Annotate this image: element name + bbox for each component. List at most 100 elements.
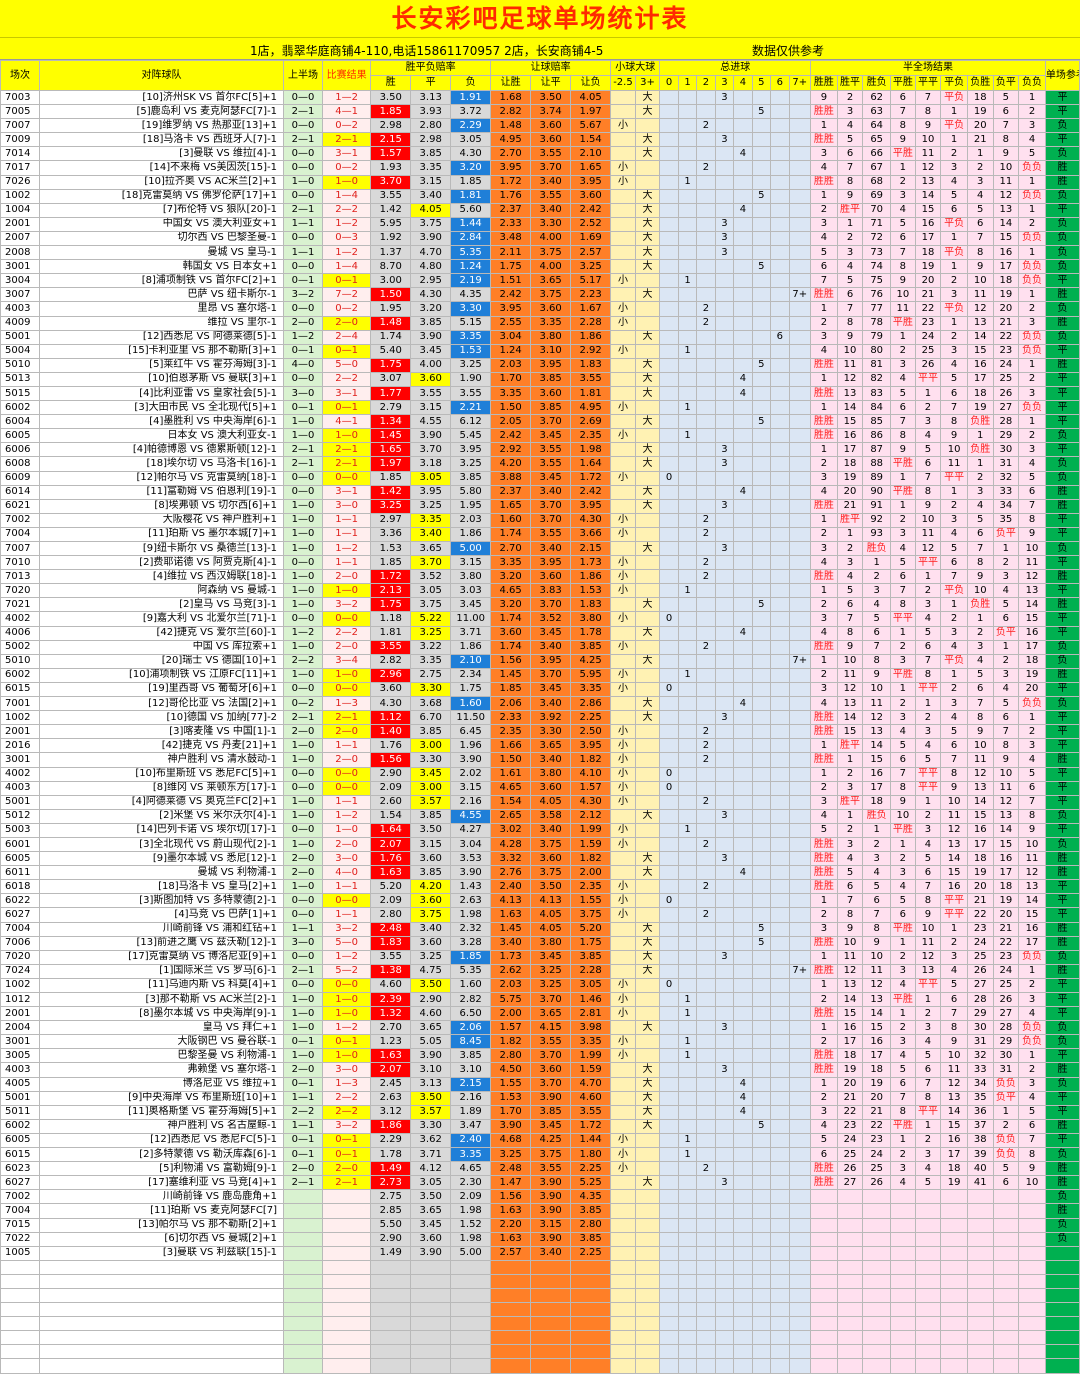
- cell-hf: 5: [992, 597, 1020, 613]
- cell-odds: 3.70: [370, 174, 412, 190]
- cell-goals: [714, 343, 735, 359]
- cell-hf: 5: [914, 752, 942, 768]
- cell-hf: 3: [862, 583, 892, 599]
- cell-hcp: 2.57: [570, 245, 612, 261]
- cell-match: 阿森纳 VS 曼城-1: [38, 583, 285, 599]
- cell-goals: [733, 653, 753, 669]
- cell-hcp: 3.60: [530, 301, 572, 317]
- cell-goals: [733, 1062, 753, 1078]
- cell-half: 2—2: [283, 653, 324, 669]
- cell-hf: 6: [862, 625, 892, 641]
- cell-ou: 大: [634, 245, 661, 261]
- cell-id: 5012: [0, 808, 40, 824]
- table-row: 5001 [4]阿德莱德 VS 奥克兰FC[2]+1 1—0 1—1 2.60 3.57 2…: [0, 794, 1080, 810]
- cell-hcp: 3.65: [530, 273, 572, 289]
- cell-hcp: 3.95: [530, 555, 572, 571]
- cell-hf: 29: [966, 1006, 994, 1022]
- cell-full: 0—3: [322, 230, 372, 247]
- table-row: 3004 [8]浦项制铁 VS 首尔FC[2]+1 0—1 0—1 3.00 2.95 2.…: [0, 273, 1080, 289]
- cell-goals: [788, 780, 812, 796]
- cell-half: [283, 1203, 324, 1219]
- cell-ou: 大: [634, 1118, 661, 1134]
- cell-odds: 2.13: [370, 583, 412, 599]
- cell-hcp: 1.75: [490, 259, 532, 275]
- cell-id: 2016: [0, 738, 40, 754]
- cell-ou: [634, 400, 661, 416]
- empty-cell: [810, 1302, 838, 1318]
- cell-goals: [788, 1161, 812, 1177]
- cell-goals: [733, 1048, 753, 1064]
- cell-match: 维拉 VS 里尔-1: [38, 315, 285, 331]
- cell-goals: [696, 1189, 716, 1205]
- cell-hf: 10: [992, 160, 1020, 176]
- cell-goals: [770, 442, 790, 458]
- cell-goals: [696, 442, 716, 458]
- cell-odds: 2.02: [450, 766, 492, 782]
- empty-cell: [714, 1302, 735, 1318]
- cell-goals: [788, 273, 812, 289]
- cell-hf: 3: [810, 611, 838, 627]
- cell-odds: 2.15: [450, 1076, 492, 1092]
- cell-hf: 17: [1018, 935, 1046, 951]
- cell-hcp: 3.90: [530, 1175, 572, 1191]
- cell-hf: 4: [810, 160, 838, 176]
- cell-hf: 7: [890, 245, 916, 261]
- empty-cell: [370, 1259, 412, 1275]
- table-row: 2007 切尔西 VS 巴黎圣曼-1 0—0 0—3 1.92 3.90 2.84 3.48 4…: [0, 230, 1080, 247]
- empty-row: [0, 1330, 1080, 1346]
- empty-cell: [322, 1287, 372, 1304]
- cell-full: 0—0: [322, 893, 372, 909]
- cell-hf: 2: [1018, 216, 1046, 232]
- cell-hcp: 3.55: [530, 526, 572, 543]
- cell-hf: 17: [1018, 639, 1046, 655]
- cell-hf: 79: [862, 329, 892, 345]
- cell-goals: [788, 216, 812, 232]
- cell-hf: 7: [914, 653, 942, 669]
- cell-goals: [751, 1132, 772, 1149]
- cell-full: 2—0: [322, 1161, 372, 1177]
- cell-hf: 6: [966, 216, 994, 232]
- cell-goals: [659, 329, 679, 345]
- cell-match: 韩国女 VS 日本女+1: [38, 259, 285, 275]
- cell-odds: 3.55: [450, 385, 492, 402]
- cell-goals: [788, 118, 812, 134]
- cell-odds: 2.75: [370, 1189, 412, 1205]
- cell-hcp: 3.55: [530, 188, 572, 204]
- cell-goals: [788, 1203, 812, 1219]
- cell-match: [5]鹿岛利 VS 麦克阿瑟FC[7]-1: [38, 104, 285, 120]
- cell-hf: 16: [862, 1034, 892, 1050]
- cell-hf: [862, 1203, 892, 1219]
- cell-goals: [751, 555, 772, 571]
- cell-hcp: 4.13: [530, 893, 572, 909]
- cell-hcp: 1.83: [570, 597, 612, 613]
- cell-id: 5001: [0, 794, 40, 810]
- cell-hcp: 3.45: [530, 949, 572, 965]
- cell-hf: 3: [992, 667, 1020, 683]
- cell-ref: 负: [1044, 428, 1080, 444]
- cell-hf: 2: [914, 1006, 942, 1022]
- cell-ou: 小: [610, 174, 636, 190]
- cell-odds: 4.27: [450, 822, 492, 838]
- cell-goals: [788, 1006, 812, 1022]
- cell-hcp: 3.65: [530, 1006, 572, 1022]
- cell-hf: 9: [1018, 822, 1046, 838]
- cell-hcp: 4.20: [490, 456, 532, 472]
- cell-ref: 负: [1044, 146, 1080, 162]
- cell-odds: 2.15: [370, 132, 412, 148]
- cell-id: 5004: [0, 343, 40, 359]
- cell-odds: 3.52: [410, 569, 452, 585]
- cell-goals: [677, 414, 698, 430]
- cell-id: 4005: [0, 1076, 40, 1092]
- cell-goals: [733, 1161, 753, 1177]
- cell-goals: [714, 301, 735, 317]
- cell-hf: [914, 1231, 942, 1247]
- cell-goals: [696, 1104, 716, 1120]
- cell-hf: 92: [862, 512, 892, 528]
- cell-ou: [634, 1203, 661, 1219]
- cell-goals: [696, 230, 716, 247]
- cell-goals: [677, 1076, 698, 1092]
- cell-goals: 1: [677, 1147, 698, 1163]
- cell-match: [18]克雷莫纳 VS 佛罗伦萨[17]+1: [38, 188, 285, 204]
- cell-hf: 11: [890, 301, 916, 317]
- cell-full: 3—2: [322, 597, 372, 613]
